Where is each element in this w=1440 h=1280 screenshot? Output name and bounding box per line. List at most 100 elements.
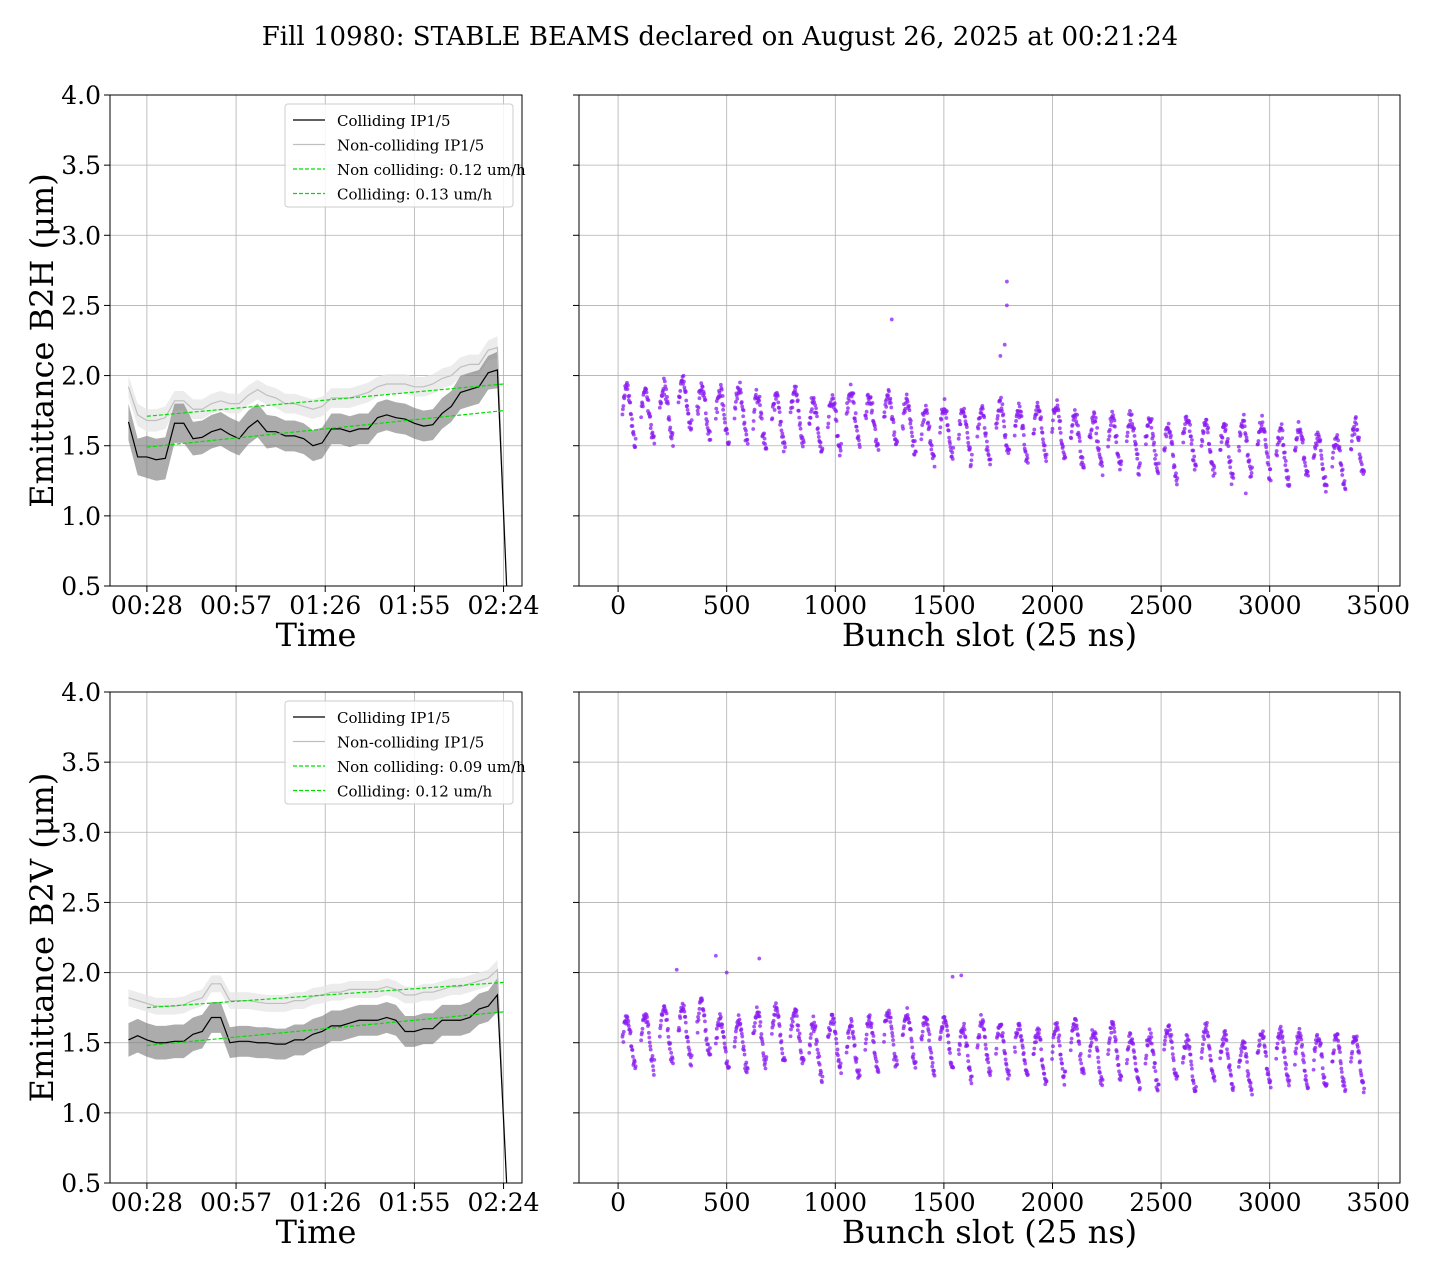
bunch-point: [951, 445, 956, 450]
bunch-point: [771, 1023, 776, 1027]
bunch-point: [1116, 1062, 1121, 1067]
x-tick-label: 00:28: [111, 591, 183, 620]
bunch-point: [1349, 447, 1354, 452]
bunch-point: [1174, 471, 1178, 476]
bunch-point: [922, 417, 926, 422]
bunch-point: [969, 1074, 974, 1079]
bunch-point: [1305, 469, 1310, 474]
bunch-point: [780, 1046, 784, 1051]
bunch-point: [1296, 1039, 1300, 1044]
bunch-point: [864, 416, 869, 421]
bunch-point: [888, 396, 893, 401]
bunch-point: [780, 1051, 785, 1056]
bunch-point: [814, 410, 819, 415]
bunch-point: [798, 426, 803, 431]
bunch-point: [797, 415, 802, 420]
bunch-point: [1311, 1067, 1316, 1072]
bunch-point: [1038, 1037, 1043, 1042]
bunch-point: [1137, 1080, 1141, 1085]
bunch-point: [1186, 1038, 1191, 1043]
bunch-point: [1242, 1040, 1247, 1045]
bunch-point: [944, 416, 949, 420]
colliding-band: [128, 351, 507, 586]
bunch-point: [887, 1011, 892, 1016]
bunch-point: [854, 1060, 859, 1064]
bunch-point: [667, 415, 671, 419]
bunch-point: [863, 1041, 868, 1046]
bunch-point: [1362, 1086, 1367, 1091]
bunch-point: [831, 396, 836, 401]
bunch-point: [1226, 444, 1231, 449]
bunch-point: [906, 1017, 911, 1022]
bunch-point: [620, 407, 625, 412]
bunch-point: [1358, 1068, 1363, 1073]
bunch-point: [1293, 445, 1298, 450]
legend-noncolliding-fit-label: Non colliding: 0.09 um/h: [337, 758, 526, 776]
bunch-point: [686, 411, 691, 416]
bunch-point: [733, 1039, 737, 1044]
bunch-point: [1323, 474, 1328, 479]
bunch-point: [932, 1073, 937, 1078]
bunch-point: [1167, 1023, 1172, 1028]
bunch-point: [1313, 1045, 1318, 1050]
bunch-point: [625, 1015, 630, 1020]
bunch-point: [1107, 434, 1112, 439]
bunch-point: [1077, 439, 1082, 444]
bunch-point: [995, 417, 1000, 421]
bunch-point: [1170, 1052, 1175, 1057]
bunch-point: [829, 1019, 833, 1024]
bunch-point: [682, 1009, 687, 1014]
bunch-point: [1208, 1053, 1213, 1058]
bunch-point: [757, 1014, 762, 1019]
bunch-point: [651, 1073, 656, 1077]
bunch-point: [626, 1024, 631, 1028]
bunch-point: [1361, 1090, 1366, 1095]
bunch-point: [795, 398, 800, 403]
bunch-point: [948, 1051, 952, 1055]
bunch-point: [1262, 1034, 1266, 1039]
bunch-point: [723, 1049, 728, 1054]
bunch-point: [1191, 458, 1196, 463]
bunch-point: [969, 462, 973, 467]
bunch-point: [790, 405, 795, 410]
bunch-point: [1312, 1058, 1316, 1063]
bunch-point: [705, 419, 710, 424]
bunch-point: [1058, 1052, 1063, 1057]
bunch-point: [646, 1022, 651, 1027]
bunch-point: [1354, 1034, 1359, 1039]
bunch-point: [1231, 476, 1236, 480]
bunch-point: [1082, 1071, 1086, 1076]
bunch-point: [1096, 439, 1100, 444]
x-tick-label: 00:28: [111, 1188, 183, 1217]
bunch-point: [1076, 1033, 1080, 1038]
bunch-point: [1144, 434, 1149, 438]
bunch-point: [980, 406, 985, 411]
bunch-point: [689, 426, 694, 431]
bunch-point: [1063, 455, 1068, 460]
bunch-point: [677, 395, 682, 400]
bunch-point: [1006, 1068, 1011, 1073]
colliding-line: [127, 369, 508, 587]
bunch-point: [1037, 409, 1042, 413]
bunch-point: [1278, 1024, 1283, 1029]
bunch-point: [669, 1050, 674, 1055]
bunch-point: [1025, 453, 1029, 457]
bunch-point: [920, 1033, 925, 1038]
bunch-point: [685, 403, 690, 408]
bunch-point: [1192, 467, 1197, 472]
bunch-point: [794, 1008, 799, 1013]
bunch-point: [1014, 419, 1018, 423]
bunch-point: [1352, 432, 1357, 436]
bunch-point: [1096, 1055, 1100, 1060]
bunch-point: [727, 1065, 731, 1069]
bunch-point: [1118, 1078, 1123, 1082]
bunch-point: [1189, 1062, 1194, 1067]
bunch-point: [1074, 1018, 1079, 1023]
bunch-point: [994, 425, 999, 430]
bunch-point: [1146, 424, 1151, 428]
bunch-point: [1021, 426, 1026, 430]
bunch-point: [1051, 418, 1055, 423]
x-axis-label: Time: [276, 616, 357, 654]
bunch-point: [867, 1013, 872, 1018]
bunch-point: [930, 1064, 935, 1069]
